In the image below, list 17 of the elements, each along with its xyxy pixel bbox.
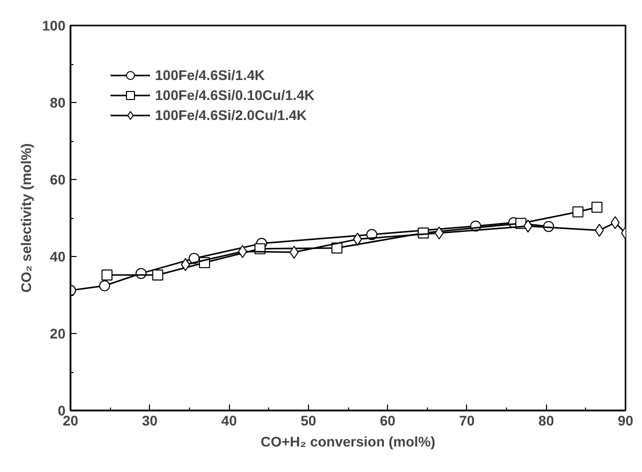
y-tick-label: 20 xyxy=(50,326,66,342)
y-tick-label: 80 xyxy=(50,94,66,110)
y-tick-label: 40 xyxy=(50,248,66,264)
legend-label: 100Fe/4.6Si/0.10Cu/1.4K xyxy=(155,87,315,103)
legend-label: 100Fe/4.6Si/2.0Cu/1.4K xyxy=(155,107,307,123)
x-tick-label: 30 xyxy=(142,412,158,428)
x-axis-title: CO+H₂ conversion (mol%) xyxy=(260,434,436,450)
x-tick-label: 70 xyxy=(459,412,475,428)
x-tick-label: 40 xyxy=(221,412,238,428)
y-axis-title: CO₂ selectivity (mol%) xyxy=(18,143,34,293)
x-tick-label: 60 xyxy=(380,412,396,428)
x-tick-label: 90 xyxy=(618,412,634,428)
x-tick-label: 50 xyxy=(300,412,316,428)
y-tick-label: 100 xyxy=(42,18,66,34)
x-tick-label: 80 xyxy=(538,412,554,428)
legend-label: 100Fe/4.6Si/1.4K xyxy=(155,67,265,83)
y-tick-label: 60 xyxy=(50,172,66,188)
